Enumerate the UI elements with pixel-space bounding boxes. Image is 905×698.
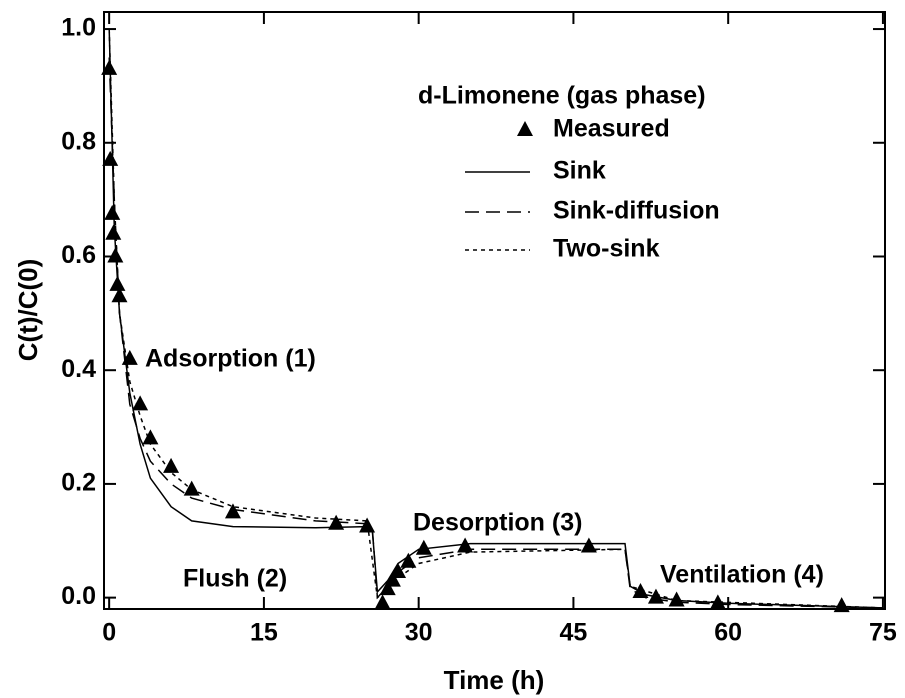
- data-point: [163, 457, 180, 473]
- x-tick-label: 15: [250, 619, 278, 647]
- y-tick-label: 1.0: [61, 14, 96, 42]
- legend-title: d-Limonene (gas phase): [418, 82, 706, 110]
- data-point: [632, 582, 649, 598]
- y-tick-label: 0.4: [61, 355, 96, 383]
- y-axis-label: C(t)/C(0): [13, 259, 43, 362]
- annotation: Desorption (3): [413, 509, 582, 537]
- legend-label: Two-sink: [553, 235, 660, 263]
- y-tick-label: 0.2: [61, 469, 96, 497]
- annotation: Adsorption (1): [145, 345, 316, 373]
- data-point: [390, 563, 407, 579]
- x-tick-label: 45: [560, 619, 588, 647]
- x-axis-label: Time (h): [444, 665, 545, 695]
- legend-label: Sink: [553, 157, 606, 185]
- x-tick-label: 75: [869, 619, 897, 647]
- legend-label: Sink-diffusion: [553, 197, 720, 225]
- y-tick-label: 0.8: [61, 127, 96, 155]
- data-point: [104, 204, 121, 220]
- data-point: [833, 597, 850, 613]
- series-line: [108, 57, 883, 609]
- legend-marker: [517, 121, 533, 136]
- plot-frame: [103, 11, 886, 610]
- y-tick-label: 0.6: [61, 241, 96, 269]
- data-point: [457, 537, 474, 553]
- series-line: [108, 29, 883, 609]
- x-tick-label: 0: [102, 619, 116, 647]
- y-tick-label: 0.0: [61, 582, 96, 610]
- data-point: [132, 395, 149, 411]
- x-tick-label: 60: [714, 619, 742, 647]
- x-tick-label: 30: [405, 619, 433, 647]
- data-point: [183, 480, 200, 496]
- data-point: [105, 224, 122, 240]
- data-point: [374, 594, 391, 610]
- annotation: Ventilation (4): [660, 561, 824, 589]
- annotation: Flush (2): [183, 565, 287, 593]
- data-point: [102, 150, 119, 166]
- data-point: [111, 287, 128, 303]
- series-line: [108, 29, 883, 609]
- data-point: [415, 539, 432, 555]
- data-point: [142, 429, 159, 445]
- data-point: [709, 594, 726, 610]
- data-point: [400, 552, 417, 568]
- data-point: [224, 503, 241, 519]
- legend-label: Measured: [553, 115, 670, 143]
